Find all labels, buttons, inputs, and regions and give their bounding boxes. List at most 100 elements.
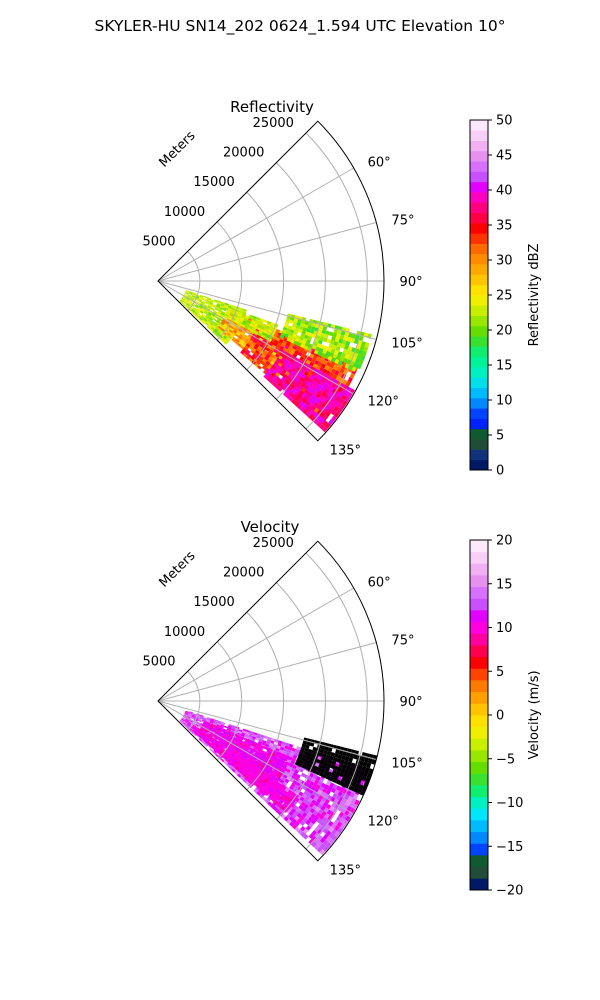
echo-cell (344, 756, 350, 762)
echo-cell (282, 391, 289, 397)
echo-cell (180, 299, 184, 303)
echo-cell (195, 296, 199, 300)
echo-cell (294, 826, 301, 832)
echo-cell (322, 420, 329, 427)
echo-cell (358, 359, 364, 366)
echo-cell (288, 373, 294, 379)
echo-cell (311, 344, 317, 350)
echo-cell (211, 305, 216, 308)
colorbar-swatch (470, 668, 488, 681)
echo-cell (244, 747, 250, 751)
echo-cell (344, 815, 351, 822)
echo-cell (315, 392, 321, 399)
echo-cell (252, 748, 257, 753)
echo-cell (207, 730, 212, 734)
echo-cell (297, 755, 302, 760)
echo-cell (277, 386, 283, 392)
echo-cell (226, 733, 231, 737)
echo-cell (202, 717, 207, 721)
echo-cell (262, 358, 268, 364)
echo-cell (219, 738, 224, 743)
echo-cell (322, 426, 328, 433)
echo-cell (322, 337, 328, 343)
echo-cell (192, 722, 196, 725)
echo-cell (298, 371, 304, 377)
echo-cell (291, 757, 297, 762)
echo-cell (295, 334, 301, 340)
echo-cell (191, 714, 196, 717)
echo-cell (253, 788, 259, 794)
echo-cell (259, 752, 264, 757)
echo-cell (260, 734, 265, 738)
echo-cell (215, 321, 220, 325)
echo-cell (202, 298, 207, 302)
echo-cell (182, 302, 186, 306)
echo-cell (278, 366, 284, 372)
echo-cell (281, 381, 287, 387)
echo-cell (251, 781, 257, 786)
echo-cell (302, 397, 308, 404)
echo-cell (277, 758, 282, 763)
echo-cell (212, 741, 216, 745)
echo-cell (326, 390, 332, 396)
echo-cell (323, 807, 330, 814)
echo-cell (334, 390, 341, 397)
range-tick-label: 20000 (223, 566, 264, 581)
echo-cell (281, 357, 286, 362)
echo-cell (293, 805, 299, 811)
echo-cell (239, 742, 244, 746)
echo-cell (225, 735, 230, 739)
echo-cell (301, 743, 307, 748)
echo-cell (336, 342, 342, 348)
echo-cell (209, 315, 214, 320)
echo-cell (242, 353, 248, 358)
echo-cell (205, 301, 210, 304)
echo-cell (331, 834, 338, 841)
echo-cell (310, 326, 316, 331)
echo-cell (302, 740, 308, 745)
echo-cell (228, 756, 233, 761)
echo-cell (329, 363, 335, 369)
echo-cell (265, 770, 271, 776)
colorbar-swatch (470, 274, 488, 286)
echo-cell (316, 758, 321, 764)
echo-cell (272, 362, 278, 368)
echo-cell (327, 347, 333, 353)
echo-cell (295, 388, 301, 394)
echo-cell (237, 757, 242, 762)
echo-cell (315, 398, 322, 405)
echo-cell (200, 316, 204, 320)
reflectivity-grid (157, 132, 384, 430)
echo-cell (259, 783, 265, 789)
echo-cell (219, 313, 225, 317)
echo-cell (183, 714, 188, 717)
echo-cell (200, 727, 205, 731)
echo-cell (335, 346, 341, 352)
echo-cell (303, 362, 309, 368)
echo-cell (246, 729, 251, 733)
echo-cell (291, 796, 297, 802)
echo-cell (235, 748, 240, 753)
echo-cell (183, 301, 187, 305)
echo-cell (304, 375, 310, 382)
echo-cell (306, 751, 312, 757)
echo-cell (198, 717, 203, 720)
echo-cell (237, 769, 242, 774)
echo-cell (210, 314, 215, 319)
echo-cell (264, 356, 269, 361)
echo-cell (331, 336, 336, 342)
azimuth-gridline (157, 587, 354, 702)
echo-cell (251, 353, 257, 359)
echo-cell (318, 808, 324, 815)
echo-cell (230, 326, 235, 330)
echo-cell (336, 407, 343, 414)
echo-cell (291, 323, 297, 328)
echo-cell (188, 721, 192, 725)
echo-cell (284, 383, 290, 389)
echo-cell (313, 341, 318, 347)
colorbar-label: Reflectivity dBZ (527, 244, 542, 347)
echo-cell (273, 783, 279, 789)
echo-cell (303, 750, 308, 756)
echo-cell (327, 771, 333, 777)
colorbar-swatch (470, 130, 488, 141)
